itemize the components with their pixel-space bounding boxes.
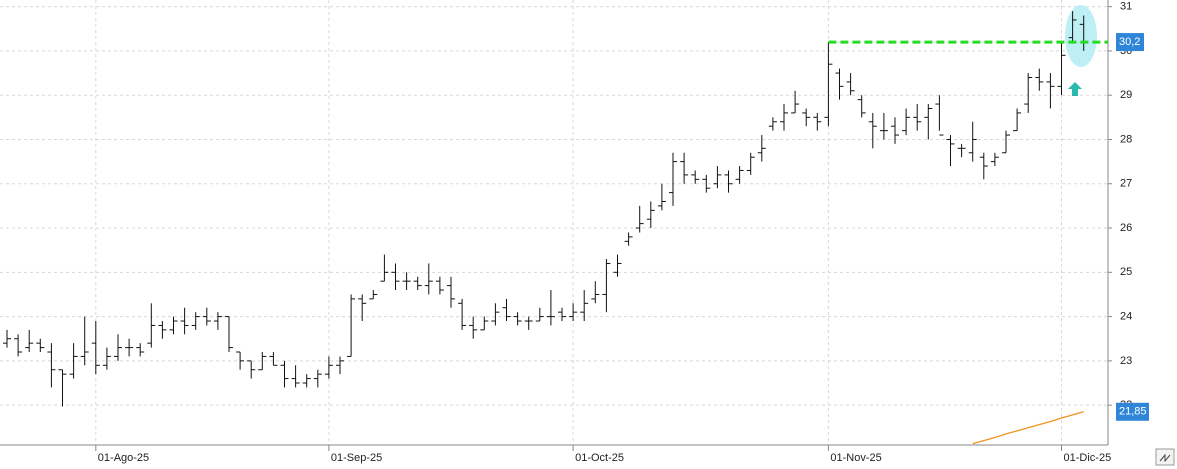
- x-tick-label: 01-Sep-25: [331, 452, 382, 464]
- x-tick-label: 01-Nov-25: [830, 452, 881, 464]
- marks: [3, 11, 1108, 445]
- axes: 2223242526272829303101-Ago-2501-Sep-2501…: [95, 1, 1149, 464]
- y-tick-label: 23: [1120, 355, 1132, 367]
- series-label: 21,85: [1119, 406, 1147, 418]
- y-tick-label: 28: [1120, 133, 1132, 145]
- y-tick-label: 24: [1120, 310, 1132, 322]
- level-label-box: [1116, 33, 1144, 52]
- y-tick-label: 26: [1120, 222, 1132, 234]
- up-arrow: [1068, 82, 1082, 96]
- highlight-ellipse: [1065, 5, 1097, 67]
- moving-average-line: [972, 411, 1084, 445]
- x-tick-label: 01-Ago-25: [98, 452, 149, 464]
- series-label-box: [1116, 402, 1149, 421]
- x-tick-label: 01-Dic-25: [1064, 452, 1112, 464]
- x-axis-band: [0, 446, 1177, 469]
- y-tick-label: 25: [1120, 266, 1132, 278]
- y-tick-label: 31: [1120, 1, 1132, 13]
- y-tick-label: 27: [1120, 178, 1132, 190]
- y-tick-label: 29: [1120, 89, 1132, 101]
- level-label: 30,2: [1119, 36, 1140, 48]
- x-tick-label: 01-Oct-25: [575, 452, 624, 464]
- scroll-icon: [1159, 453, 1171, 463]
